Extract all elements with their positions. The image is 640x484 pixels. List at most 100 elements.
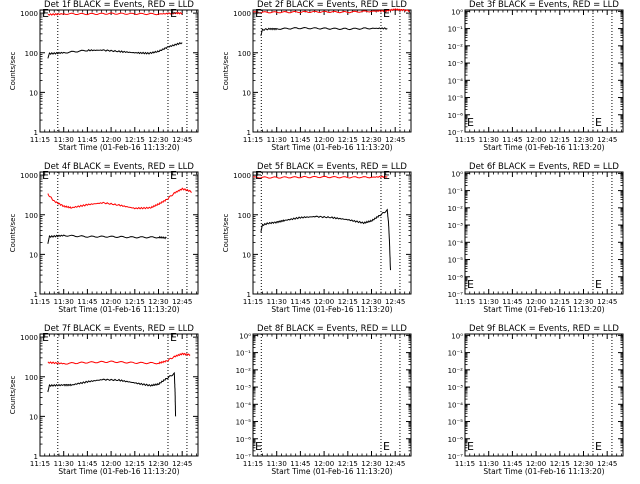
y-tick-label: 100	[25, 212, 38, 220]
x-tick-label: 11:15	[30, 298, 50, 306]
x-tick-label: 12:00	[314, 298, 334, 306]
x-tick-label: 12:30	[573, 298, 593, 306]
x-tick-label: 12:15	[125, 136, 145, 144]
x-tick-label: 12:00	[101, 460, 121, 468]
x-tick-label: 11:15	[243, 298, 263, 306]
x-tick-label: 12:45	[385, 460, 405, 468]
x-tick-label: 12:15	[338, 298, 358, 306]
y-tick-label: 10⁰	[451, 170, 463, 178]
plot-frame	[39, 9, 199, 133]
marker-e-left: E	[255, 7, 262, 20]
x-tick-label: 12:15	[550, 460, 570, 468]
y-tick-label: 1	[247, 291, 251, 299]
chart-panel-5: Det 5f BLACK = Events, RED = LLD 1 10 100 10…	[222, 162, 412, 314]
y-tick-label: 10⁻³	[236, 384, 252, 392]
series-line-1	[47, 187, 193, 210]
plot-frame	[39, 333, 199, 457]
marker-e-left: E	[467, 116, 474, 129]
x-axis-label: Start Time (01-Feb-16 11:13:20)	[483, 467, 604, 476]
y-tick-label: 10⁻²	[448, 367, 464, 375]
x-tick-label: 12:15	[338, 460, 358, 468]
x-tick-label: 12:45	[597, 460, 617, 468]
y-tick-label: 10⁻⁶	[236, 436, 252, 444]
x-tick-label: 12:15	[125, 460, 145, 468]
chart-panel-7: Det 7f BLACK = Events, RED = LLD 1 10 100 10…	[9, 324, 199, 476]
x-tick-label: 12:15	[550, 136, 570, 144]
y-tick-label: 10⁻⁷	[448, 129, 464, 137]
y-tick-label: 10⁻⁷	[448, 291, 464, 299]
y-tick-label: 1000	[233, 172, 251, 180]
x-tick-label: 11:45	[290, 298, 310, 306]
chart-panel-1: Det 1f BLACK = Events, RED = LLD 1 10 100 10…	[9, 0, 199, 152]
y-tick-label: 10⁰	[451, 332, 463, 340]
plot-frame	[252, 171, 412, 295]
series-line-2	[260, 26, 388, 36]
chart-title: Det 1f BLACK = Events, RED = LLD	[44, 0, 194, 10]
plot-frame	[464, 171, 624, 295]
chart-panel-8: Det 8f BLACK = Events, RED = LLD 10⁻⁷ 10⁻⁶…	[236, 324, 412, 476]
y-tick-label: 10⁻⁴	[448, 77, 464, 85]
chart-title: Det 5f BLACK = Events, RED = LLD	[257, 162, 407, 172]
x-tick-label: 11:45	[290, 136, 310, 144]
chart-title: Det 8f BLACK = Events, RED = LLD	[257, 324, 407, 334]
x-tick-label: 12:45	[385, 136, 405, 144]
x-tick-label: 11:30	[479, 136, 499, 144]
series-line-1	[252, 8, 410, 14]
series-line-2	[47, 41, 183, 59]
x-tick-label: 11:15	[243, 136, 263, 144]
x-tick-label: 11:30	[267, 460, 287, 468]
y-tick-label: 100	[238, 50, 251, 58]
x-tick-label: 12:45	[172, 460, 192, 468]
x-tick-label: 12:00	[526, 136, 546, 144]
y-tick-label: 10⁻⁴	[448, 401, 464, 409]
x-axis-label: Start Time (01-Feb-16 11:13:20)	[271, 467, 392, 476]
x-axis-label: Start Time (01-Feb-16 11:13:20)	[58, 467, 179, 476]
marker-e-left: E	[467, 440, 474, 453]
series-line-1	[47, 352, 191, 365]
x-tick-label: 11:30	[54, 136, 74, 144]
x-tick-label: 12:15	[550, 298, 570, 306]
y-tick-label: 10⁻⁶	[448, 274, 464, 282]
x-tick-label: 12:30	[361, 298, 381, 306]
y-tick-label: 100	[238, 212, 251, 220]
marker-e-left: E	[467, 278, 474, 291]
x-tick-label: 12:45	[172, 298, 192, 306]
x-tick-label: 11:15	[243, 460, 263, 468]
y-tick-label: 1	[247, 129, 251, 137]
chart-title: Det 3f BLACK = Events, RED = LLD	[469, 0, 619, 10]
y-axis-label: Counts/sec	[9, 52, 17, 91]
y-tick-label: 10⁻¹	[448, 188, 464, 196]
y-tick-label: 10⁻³	[448, 384, 464, 392]
x-tick-label: 11:45	[290, 460, 310, 468]
marker-e-right: E	[595, 440, 602, 453]
y-tick-label: 10⁻¹	[448, 350, 464, 358]
x-tick-label: 11:45	[77, 136, 97, 144]
marker-e-left: E	[255, 169, 262, 182]
x-tick-label: 11:45	[502, 298, 522, 306]
x-tick-label: 11:15	[455, 298, 475, 306]
marker-e-left: E	[42, 331, 49, 344]
plot-frame	[252, 9, 412, 133]
y-tick-label: 10⁻⁵	[448, 419, 464, 427]
y-tick-label: 10	[29, 89, 38, 97]
chart-title: Det 9f BLACK = Events, RED = LLD	[469, 324, 619, 334]
y-tick-label: 10⁻²	[448, 205, 464, 213]
x-tick-label: 12:00	[314, 460, 334, 468]
x-tick-label: 11:15	[30, 136, 50, 144]
y-tick-label: 1	[34, 453, 38, 461]
y-tick-label: 10⁻⁶	[448, 112, 464, 120]
marker-e-left: E	[255, 440, 262, 453]
y-tick-label: 10⁻²	[448, 43, 464, 51]
x-tick-label: 11:45	[502, 136, 522, 144]
x-tick-label: 12:45	[385, 298, 405, 306]
x-axis-label: Start Time (01-Feb-16 11:13:20)	[271, 305, 392, 314]
x-axis-label: Start Time (01-Feb-16 11:13:20)	[483, 143, 604, 152]
y-tick-label: 10⁻⁶	[448, 436, 464, 444]
x-tick-label: 12:30	[148, 298, 168, 306]
marker-e-right: E	[170, 169, 177, 182]
y-axis-label: Counts/sec	[222, 214, 230, 253]
x-axis-label: Start Time (01-Feb-16 11:13:20)	[271, 143, 392, 152]
y-tick-label: 1000	[233, 10, 251, 18]
y-tick-label: 10	[242, 251, 251, 259]
plot-frame	[464, 9, 624, 133]
